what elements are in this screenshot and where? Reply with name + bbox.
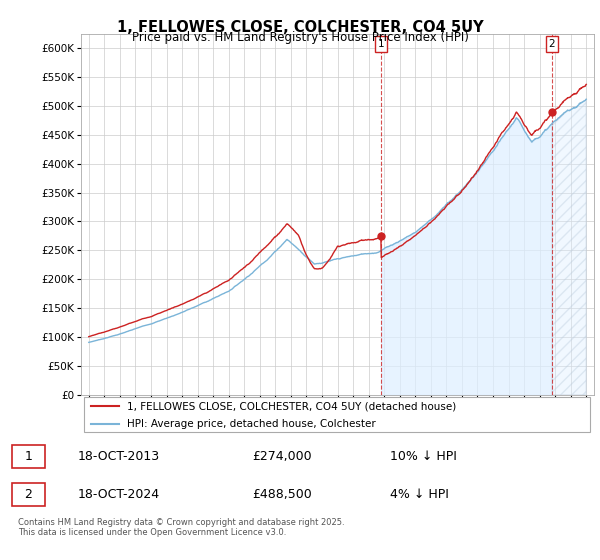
Text: 18-OCT-2024: 18-OCT-2024 (78, 488, 160, 501)
Text: 1: 1 (378, 39, 385, 49)
Text: 10% ↓ HPI: 10% ↓ HPI (390, 450, 457, 463)
Text: £274,000: £274,000 (252, 450, 311, 463)
Text: 1, FELLOWES CLOSE, COLCHESTER, CO4 5UY (detached house): 1, FELLOWES CLOSE, COLCHESTER, CO4 5UY (… (127, 401, 457, 411)
FancyBboxPatch shape (12, 445, 45, 468)
Text: £488,500: £488,500 (252, 488, 312, 501)
Text: Price paid vs. HM Land Registry's House Price Index (HPI): Price paid vs. HM Land Registry's House … (131, 31, 469, 44)
Text: 2: 2 (549, 39, 556, 49)
Point (376, 232, 386, 241)
Text: HPI: Average price, detached house, Colchester: HPI: Average price, detached house, Colc… (127, 419, 376, 429)
Text: 18-OCT-2013: 18-OCT-2013 (78, 450, 160, 463)
FancyBboxPatch shape (12, 483, 45, 506)
Text: 2: 2 (24, 488, 32, 501)
Text: 1, FELLOWES CLOSE, COLCHESTER, CO4 5UY: 1, FELLOWES CLOSE, COLCHESTER, CO4 5UY (116, 20, 484, 35)
FancyBboxPatch shape (83, 398, 590, 432)
Text: Contains HM Land Registry data © Crown copyright and database right 2025.
This d: Contains HM Land Registry data © Crown c… (18, 518, 344, 538)
Point (547, 108, 557, 117)
Text: 4% ↓ HPI: 4% ↓ HPI (390, 488, 449, 501)
Text: 1: 1 (24, 450, 32, 463)
